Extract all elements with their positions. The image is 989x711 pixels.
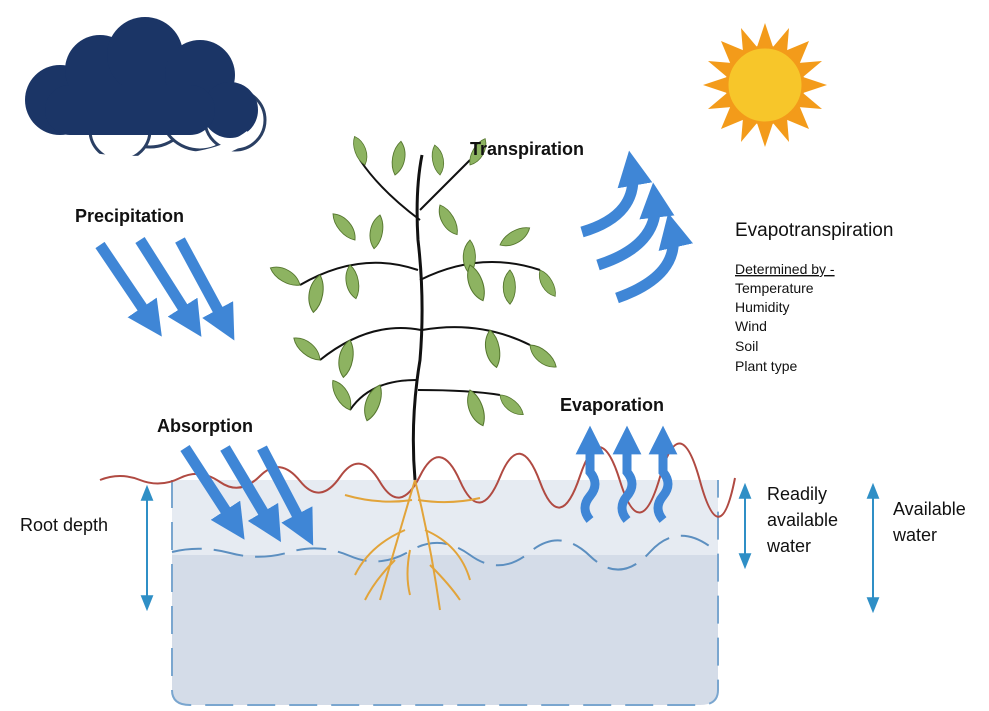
readily-available-water-label: Readily	[767, 484, 827, 504]
determined-by-label: Determined by -	[735, 261, 835, 277]
factor: Wind	[735, 318, 767, 334]
roots	[344, 479, 481, 611]
available-water-label: Available	[893, 499, 966, 519]
absorption-arrows	[180, 445, 314, 546]
evaporation-arrows	[575, 425, 678, 523]
factor: Humidity	[735, 299, 789, 315]
precipitation-arrows	[95, 237, 235, 341]
readily-available-water-label: available	[767, 510, 838, 530]
plant	[267, 133, 561, 481]
factor: Soil	[735, 338, 758, 354]
soil	[99, 442, 736, 706]
factor: Temperature	[735, 280, 814, 296]
transpiration-label: Transpiration	[470, 139, 584, 159]
root-depth-label: Root depth	[20, 515, 108, 535]
factor: Plant type	[735, 358, 797, 374]
depth-arrows	[140, 482, 880, 614]
readily-available-water-label: water	[766, 536, 811, 556]
cloud-icon	[25, 17, 267, 166]
evapotranspiration-label: Evapotranspiration	[735, 220, 893, 241]
absorption-label: Absorption	[157, 416, 253, 436]
evaporation-label: Evaporation	[560, 395, 664, 415]
transpiration-arrows	[580, 150, 693, 304]
sun-icon	[703, 23, 827, 147]
precipitation-label: Precipitation	[75, 206, 184, 226]
available-water-label: water	[892, 525, 937, 545]
